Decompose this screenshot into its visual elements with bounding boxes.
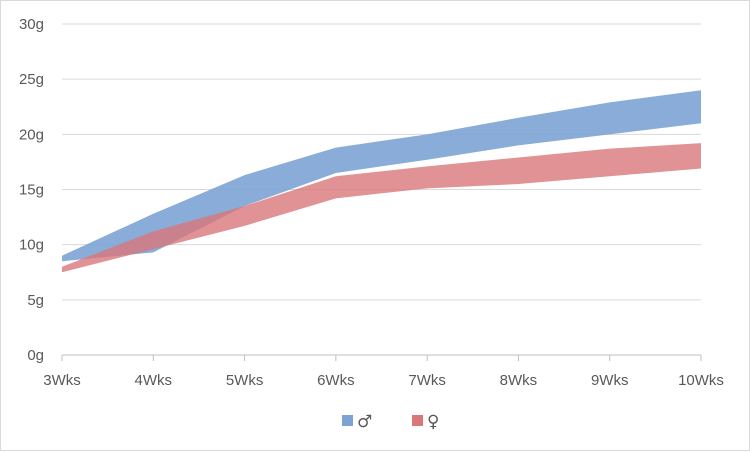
x-tick-label: 6Wks bbox=[317, 372, 355, 389]
x-tick-label: 4Wks bbox=[135, 372, 173, 389]
x-tick-label: 10Wks bbox=[678, 372, 724, 389]
x-tick-label: 7Wks bbox=[408, 372, 446, 389]
y-tick-label: 20g bbox=[19, 126, 44, 143]
legend-label: ♂ bbox=[357, 412, 372, 432]
series-band-female bbox=[62, 143, 701, 273]
x-tick-label: 8Wks bbox=[500, 372, 538, 389]
y-tick-label: 30g bbox=[19, 16, 44, 33]
y-tick-label: 25g bbox=[19, 71, 44, 88]
legend-label: ♀ bbox=[427, 412, 439, 432]
legend-swatch bbox=[342, 415, 353, 426]
x-tick-label: 5Wks bbox=[226, 372, 264, 389]
y-tick-label: 10g bbox=[19, 237, 44, 254]
legend-swatch bbox=[412, 415, 423, 426]
y-tick-label: 5g bbox=[27, 292, 44, 309]
x-tick-label: 9Wks bbox=[591, 372, 629, 389]
y-tick-label: 15g bbox=[19, 182, 44, 199]
y-tick-label: 0g bbox=[27, 347, 44, 364]
x-tick-label: 3Wks bbox=[43, 372, 81, 389]
series-band-male bbox=[62, 90, 701, 262]
